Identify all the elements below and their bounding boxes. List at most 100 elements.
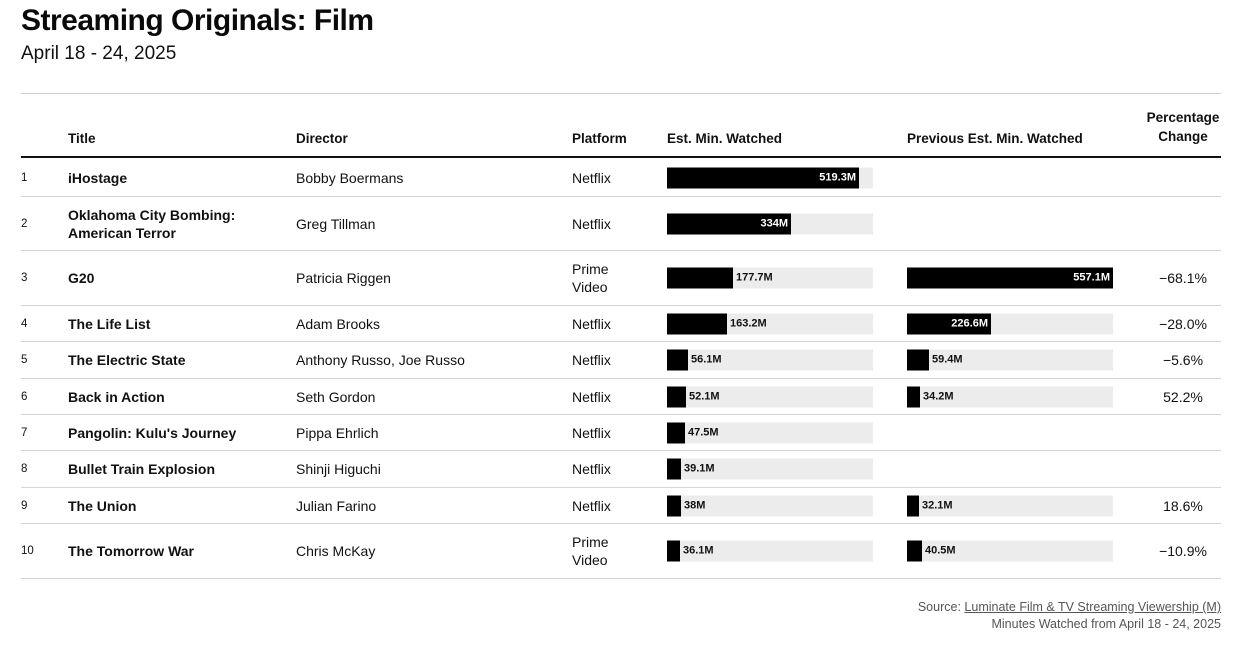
prev-bar-label: 557.1M: [1073, 271, 1110, 284]
est-bar: 39.1M: [667, 458, 873, 480]
row-director: Pippa Ehrlich: [296, 424, 379, 441]
row-platform: Netflix: [572, 170, 611, 186]
prev-bar-track: [907, 540, 1113, 562]
est-bar: 177.7M: [667, 267, 873, 289]
prev-bar: 59.4M: [907, 349, 1113, 371]
prev-bar-label: 32.1M: [922, 499, 953, 511]
row-title: Bullet Train Explosion: [68, 461, 216, 477]
row-rank: 5: [21, 354, 28, 366]
page-title: Streaming Originals: Film: [21, 4, 374, 37]
row-platform: Netflix: [572, 215, 611, 232]
prev-bar: 557.1M: [907, 267, 1113, 289]
row-title: Back in Action: [68, 388, 165, 405]
prev-bar-fill: [907, 540, 922, 562]
row-rank: 1: [21, 172, 28, 184]
est-bar-fill: [667, 167, 859, 189]
prev-bar-fill: [907, 495, 919, 516]
table-row: 7 Pangolin: Kulu's Journey Pippa Ehrlich Ne…: [21, 415, 1221, 451]
prev-bar-label: 40.5M: [925, 544, 956, 557]
row-rank: 3: [21, 272, 28, 284]
est-bar: 36.1M: [667, 540, 873, 562]
est-bar-fill: [667, 213, 791, 234]
prev-bar-label: 59.4M: [932, 353, 963, 366]
row-director: Adam Brooks: [296, 315, 381, 332]
prev-bar: 32.1M: [907, 495, 1113, 516]
source-note: Source: Luminate Film & TV Streaming Vie…: [918, 599, 1221, 633]
prev-bar-track: [907, 386, 1113, 407]
row-rank: 2: [21, 217, 28, 230]
table-row: 9 The Union Julian Farino Netflix 38M 32.1M 18…: [21, 488, 1221, 524]
row-platform: Netflix: [572, 315, 611, 332]
row-director: Julian Farino: [296, 497, 377, 514]
row-platform: Netflix: [572, 388, 611, 405]
est-bar-track: [667, 422, 873, 443]
row-rank: 7: [21, 426, 28, 439]
est-bar-label: 38M: [684, 499, 706, 511]
prev-bar: 226.6M: [907, 313, 1113, 334]
row-title: iHostage: [68, 170, 128, 186]
row-title: The Union: [68, 497, 137, 514]
source-link[interactable]: Luminate Film & TV Streaming Viewership …: [964, 600, 1221, 614]
prev-bar-label: 34.2M: [923, 390, 954, 402]
est-bar-track: [667, 540, 873, 562]
est-bar-fill: [667, 540, 680, 562]
est-bar-fill: [667, 458, 681, 480]
header-percentage-change: Percentage Change: [1146, 110, 1220, 144]
est-bar-label: 39.1M: [684, 462, 715, 475]
row-platform: Netflix: [572, 461, 611, 477]
row-platform: Netflix: [572, 497, 611, 514]
row-platform: Netflix: [572, 352, 611, 368]
header-prev-est-min-watched: Previous Est. Min. Watched: [907, 131, 1083, 146]
est-bar-fill: [667, 267, 733, 289]
row-percentage-change: 18.6%: [1163, 497, 1203, 514]
prev-bar-fill: [907, 349, 929, 371]
row-director: Greg Tillman: [296, 215, 376, 232]
row-percentage-change: −28.0%: [1159, 315, 1207, 332]
est-bar-fill: [667, 422, 685, 443]
table-row: 5 The Electric State Anthony Russo, Joe Ru…: [21, 342, 1221, 379]
row-title: Pangolin: Kulu's Journey: [68, 424, 237, 441]
est-bar-track: [667, 386, 873, 407]
source-subnote: Minutes Watched from April 18 - 24, 2025: [991, 617, 1221, 631]
est-bar: 163.2M: [667, 313, 873, 334]
row-title: The Tomorrow War: [68, 543, 194, 559]
est-bar-fill: [667, 386, 686, 407]
row-percentage-change: −5.6%: [1162, 352, 1204, 368]
row-title: Oklahoma City Bombing: American Terror: [68, 206, 236, 241]
header-title: Title: [68, 131, 96, 146]
est-bar-label: 334M: [760, 217, 788, 229]
est-bar: 52.1M: [667, 386, 873, 407]
row-director: Chris McKay: [296, 543, 376, 559]
prev-bar-fill: [907, 267, 1113, 289]
row-rank: 6: [21, 390, 28, 403]
prev-bar-track: [907, 349, 1113, 371]
table-row: 8 Bullet Train Explosion Shinji Higuchi Net…: [21, 451, 1221, 488]
row-platform: Netflix: [572, 424, 611, 441]
top-divider: [21, 93, 1221, 94]
row-rank: 10: [21, 545, 34, 557]
est-bar-label: 47.5M: [688, 426, 719, 438]
row-percentage-change: −68.1%: [1159, 270, 1207, 286]
row-percentage-change: 52.2%: [1163, 388, 1203, 405]
row-director: Patricia Riggen: [296, 270, 391, 286]
row-director: Anthony Russo, Joe Russo: [296, 352, 465, 368]
est-bar: 47.5M: [667, 422, 873, 443]
row-title: G20: [68, 270, 95, 286]
est-bar-label: 56.1M: [691, 353, 722, 366]
table-row: 10 The Tomorrow War Chris McKay Prime Video…: [21, 524, 1221, 579]
row-director: Seth Gordon: [296, 388, 376, 405]
page-subtitle: April 18 - 24, 2025: [21, 43, 177, 64]
est-bar-track: [667, 495, 873, 516]
row-rank: 9: [21, 499, 28, 512]
prev-bar: 34.2M: [907, 386, 1113, 407]
est-bar-fill: [667, 495, 681, 516]
est-bar-fill: [667, 349, 688, 371]
row-platform: Prime Video: [572, 261, 609, 295]
header-est-min-watched: Est. Min. Watched: [667, 131, 783, 146]
source-prefix: Source:: [917, 600, 961, 614]
prev-bar-track: [907, 495, 1113, 516]
header-platform: Platform: [572, 131, 627, 146]
prev-bar: 40.5M: [907, 540, 1113, 562]
table-row: 1 iHostage Bobby Boermans Netflix 519.3M: [21, 160, 1221, 197]
table-header: Title Director Platform Est. Min. Watche…: [21, 108, 1221, 158]
